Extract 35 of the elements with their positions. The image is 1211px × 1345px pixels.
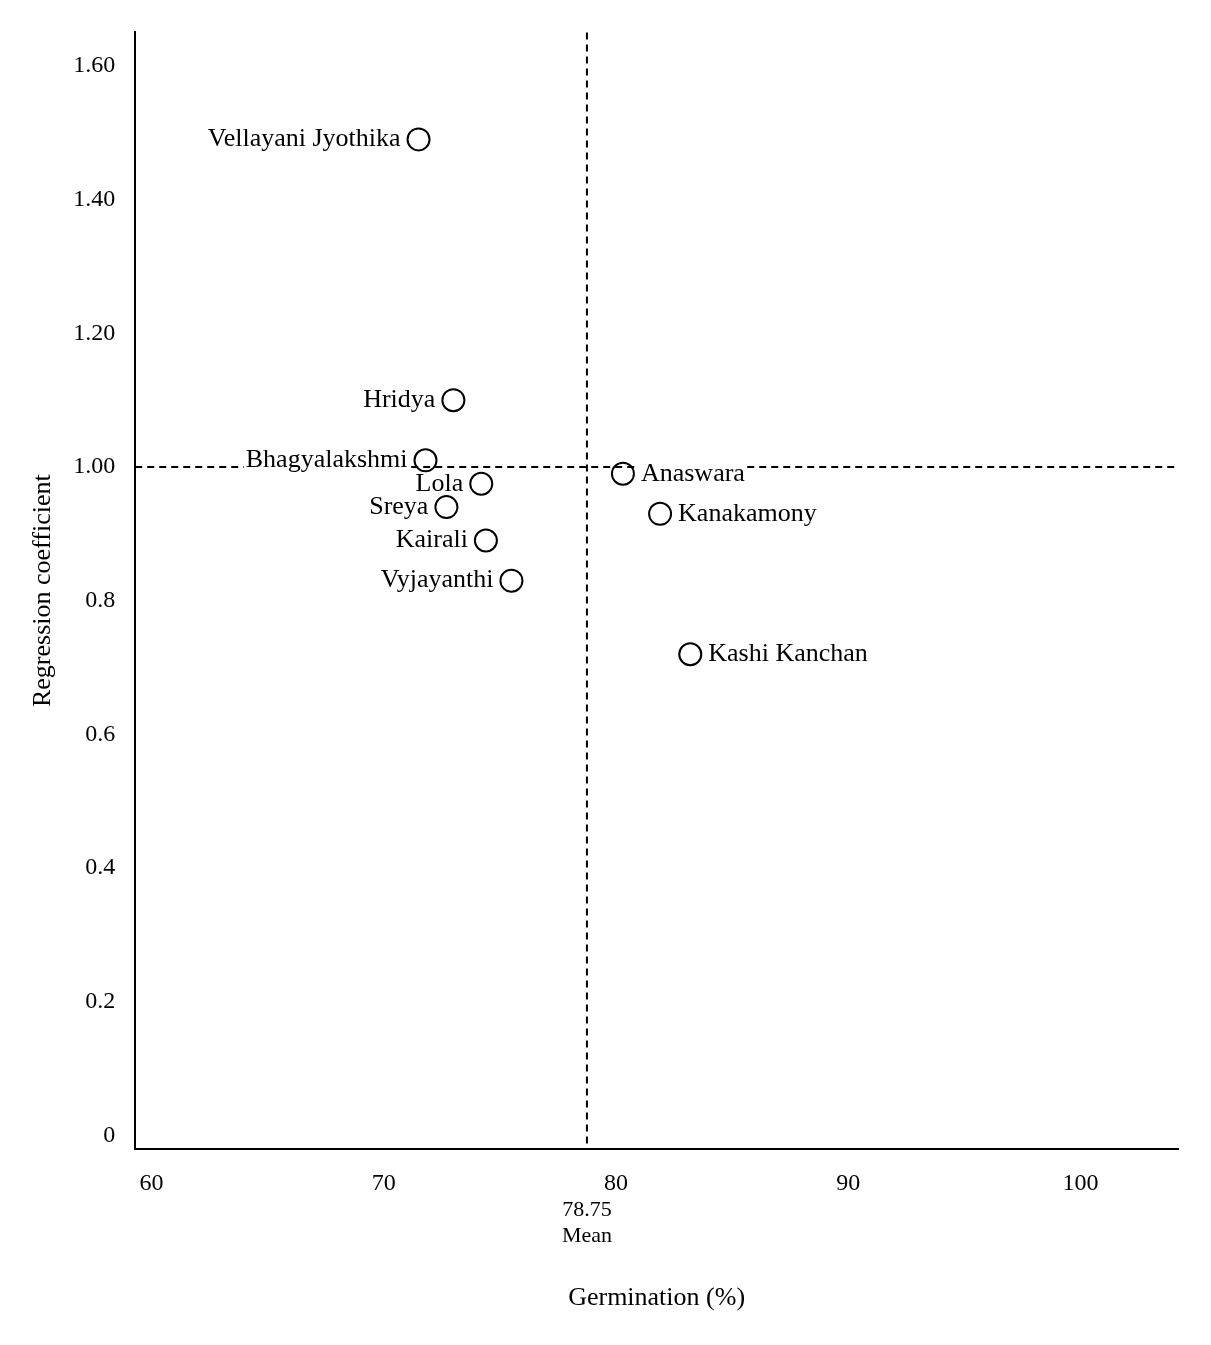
annotation: Anaswara xyxy=(640,457,746,487)
x-tick-label: 70 xyxy=(371,1168,396,1195)
y-tick-label: 1.40 xyxy=(73,184,116,211)
point xyxy=(406,127,431,152)
y-tick-label: 0.2 xyxy=(85,987,116,1014)
y-tick-label: 1.00 xyxy=(73,452,116,479)
y-tick-label: 1.20 xyxy=(73,318,116,345)
annotation: Bhagyalakshmi xyxy=(245,444,408,474)
x-tick-label: 90 xyxy=(836,1168,861,1195)
point xyxy=(413,448,438,473)
annotation: Vyjayanthi xyxy=(380,564,494,594)
x-axis-title: Germination (%) xyxy=(568,1282,746,1312)
annotation: Hridya xyxy=(363,383,436,413)
point xyxy=(648,501,673,526)
annotation: Kashi Kanchan xyxy=(708,638,868,668)
y-axis-title: Regression coefficient xyxy=(27,473,57,708)
point xyxy=(441,388,466,413)
annotation: Kanakamony xyxy=(678,497,817,527)
point xyxy=(473,528,498,553)
point xyxy=(469,471,494,496)
point xyxy=(678,642,703,667)
annotation: Vellayani Jyothika xyxy=(207,123,401,153)
ref-line-label: 78.75 Mean xyxy=(561,1195,612,1247)
x-tick-label: 80 xyxy=(603,1168,628,1195)
annotation: Kairali xyxy=(395,524,468,554)
y-tick-label: 0.8 xyxy=(85,586,116,613)
y-tick-label: 0.4 xyxy=(85,853,116,880)
x-tick-label: 60 xyxy=(139,1168,164,1195)
y-tick-label: 0.6 xyxy=(85,719,116,746)
x-tick-label: 100 xyxy=(1062,1168,1099,1195)
y-tick-label: 1.60 xyxy=(73,51,116,78)
point xyxy=(499,568,524,593)
point xyxy=(434,495,459,520)
point xyxy=(610,461,635,486)
y-tick-label: 0 xyxy=(103,1120,116,1147)
